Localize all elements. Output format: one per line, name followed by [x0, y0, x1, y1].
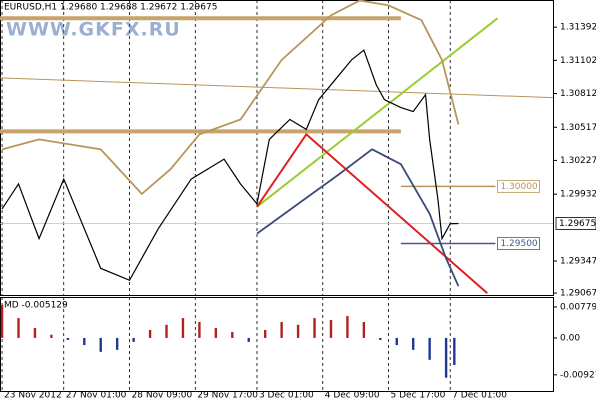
oscillator-panel: [0, 297, 554, 392]
x-tick-label: 7 Dec 01:00: [452, 391, 507, 400]
y-tick-label: -0.00927: [560, 370, 596, 380]
x-tick-label: 27 Nov 01:00: [66, 391, 127, 400]
x-tick-label: 23 Nov 2012: [4, 391, 62, 400]
histogram-bar: [263, 329, 267, 338]
current-price-box: [555, 217, 596, 230]
histogram-bar: [280, 322, 283, 338]
x-tick-label: 28 Nov 09:00: [132, 391, 193, 400]
level-label: 1.30000: [500, 182, 537, 192]
histogram-bar: [0, 304, 4, 338]
histogram-bar: [181, 318, 185, 338]
level-box: [497, 237, 540, 250]
y-tick-label: 1.30517: [560, 123, 596, 133]
histogram-bar: [115, 337, 119, 350]
histogram-bar: [214, 328, 218, 338]
y-tick-label: 1.29067: [560, 289, 596, 299]
y-tick-label: 0.00: [560, 333, 580, 343]
series-line: [1, 49, 459, 282]
watermark: WWW.GKFX.RU: [6, 19, 181, 41]
histogram-bar: [17, 318, 20, 338]
histogram-bar: [50, 334, 53, 338]
histogram-bar: [165, 324, 168, 338]
x-tick-label: 3 Dec 01:00: [259, 391, 314, 400]
trend-line: [0, 77, 553, 99]
y-tick-label: 1.30227: [560, 156, 596, 166]
histogram-bar: [313, 318, 316, 338]
series-line: [256, 148, 460, 287]
histogram-bar: [329, 320, 333, 338]
histogram-bar: [444, 337, 448, 378]
y-tick-label: 1.29347: [560, 257, 596, 267]
y-tick-label: 1.31392: [560, 23, 596, 33]
histogram-bar: [247, 337, 250, 342]
histogram-bar: [362, 322, 366, 338]
histogram-bar: [296, 324, 300, 338]
histogram-bar: [412, 337, 415, 350]
histogram-bar: [453, 337, 456, 365]
series-line: [1, 0, 460, 196]
histogram-bar: [346, 316, 349, 338]
y-tick-label: 1.29932: [560, 190, 596, 200]
level-label: 1.29500: [500, 239, 537, 249]
histogram-bar: [33, 328, 37, 338]
histogram-bar: [148, 329, 152, 338]
histogram-bar: [132, 337, 135, 342]
y-tick-label: 1.31102: [560, 56, 596, 66]
chart-title: EURUSD,H1 1.29680 1.29688 1.29672 1.2967…: [4, 3, 217, 13]
histogram-bar: [198, 322, 201, 338]
level-box: [497, 179, 540, 193]
y-tick-label: 0.007796: [560, 302, 596, 312]
trend-line: [256, 17, 499, 208]
x-tick-label: 5 Dec 17:00: [391, 391, 446, 400]
y-tick-label: 1.30812: [560, 89, 596, 99]
histogram-bar: [428, 337, 431, 360]
oscillator-title: MD -0.005129: [4, 301, 68, 311]
x-tick-label: 4 Dec 09:00: [325, 391, 380, 400]
trend-line: [256, 132, 488, 294]
histogram-bar: [395, 337, 398, 346]
histogram-bar: [99, 337, 102, 352]
main-panel: [0, 0, 554, 296]
histogram-bar: [66, 337, 70, 340]
histogram-bar: [379, 337, 382, 340]
current-price-label: 1.29675: [559, 219, 596, 229]
histogram-bar: [231, 331, 234, 338]
histogram-bar: [83, 337, 86, 346]
x-tick-label: 29 Nov 17:00: [197, 391, 258, 400]
